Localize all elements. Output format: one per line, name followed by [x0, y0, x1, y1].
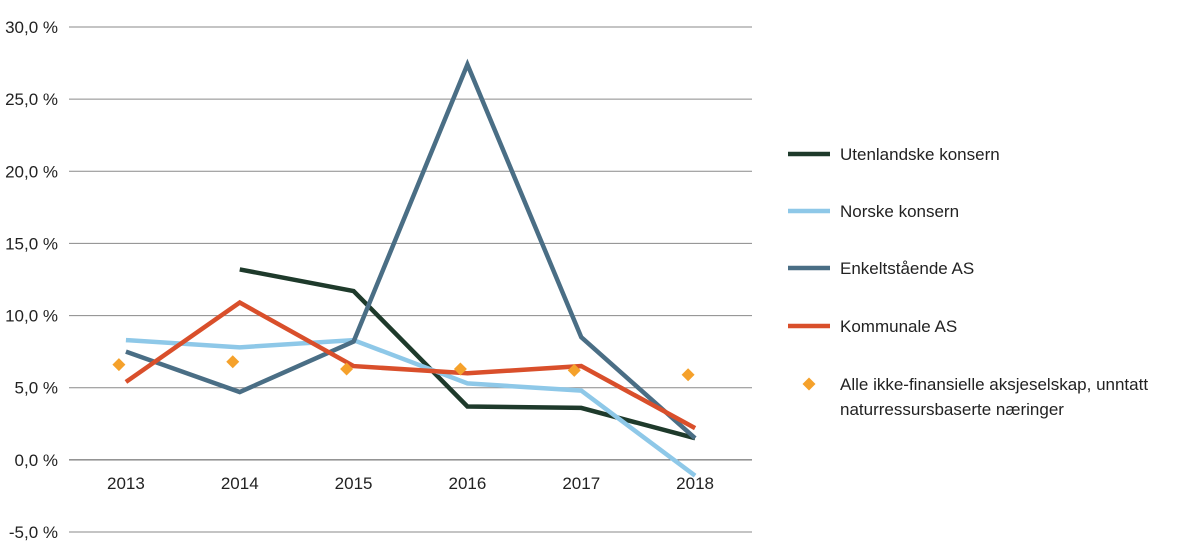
legend-label: naturressursbaserte næringer	[840, 400, 1064, 419]
y-tick-label: 10,0 %	[5, 307, 58, 326]
y-tick-label: 0,0 %	[15, 451, 58, 470]
diamond-marker	[567, 363, 581, 377]
y-tick-label: 20,0 %	[5, 162, 58, 181]
y-tick-label: 25,0 %	[5, 90, 58, 109]
legend-label: Kommunale AS	[840, 317, 957, 336]
legend-label: Utenlandske konsern	[840, 145, 1000, 164]
x-tick-label: 2013	[107, 474, 145, 493]
series-layer	[112, 58, 697, 478]
diamond-marker	[340, 362, 354, 376]
x-tick-label: 2015	[335, 474, 373, 493]
gridlines	[69, 26, 752, 533]
diamond-marker	[681, 368, 695, 382]
legend-label: Enkeltstående AS	[840, 259, 974, 278]
x-tick-label: 2018	[676, 474, 714, 493]
x-axis-ticks: 2013 2014 2015 2016 2017 2018	[107, 474, 714, 493]
diamond-marker	[453, 362, 467, 376]
series-line-2	[125, 58, 697, 440]
legend-swatch-diamond	[802, 377, 816, 391]
y-axis-ticks: 30,0 % 25,0 % 20,0 % 15,0 % 10,0 % 5,0 % 0,0 %…	[5, 18, 58, 542]
legend-label: Alle ikke-finansielle aksjeselskap, unnt…	[840, 375, 1148, 394]
y-tick-label: 15,0 %	[5, 234, 58, 253]
diamond-marker	[226, 355, 240, 369]
legend: Utenlandske konsern Norske konsern Enkelts…	[788, 145, 1148, 419]
x-tick-label: 2014	[221, 474, 259, 493]
series-line-1	[125, 337, 697, 478]
x-tick-label: 2017	[562, 474, 600, 493]
y-tick-label: 30,0 %	[5, 18, 58, 37]
y-tick-label: 5,0 %	[15, 379, 58, 398]
series-line-0	[239, 267, 696, 441]
legend-label: Norske konsern	[840, 202, 959, 221]
x-tick-label: 2016	[449, 474, 487, 493]
series-line-3	[124, 299, 697, 431]
y-tick-label: -5,0 %	[9, 523, 58, 542]
diamond-marker	[112, 358, 126, 372]
